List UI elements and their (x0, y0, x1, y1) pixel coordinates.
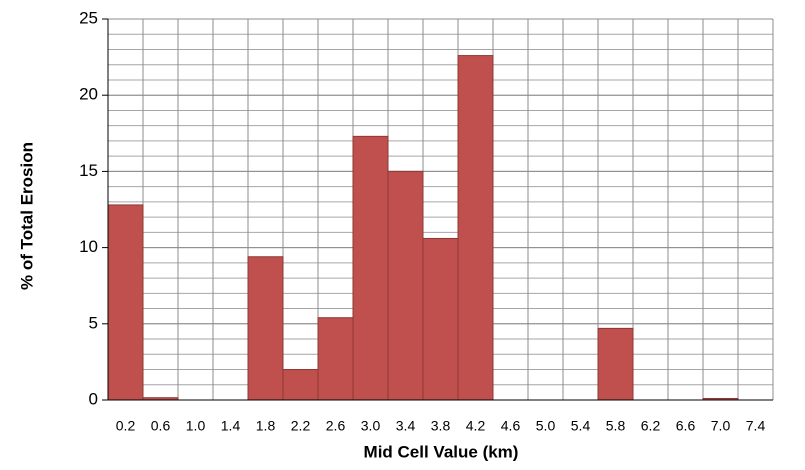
y-tick-label: 25 (79, 8, 98, 27)
x-tick-label: 3.8 (431, 418, 451, 434)
x-tick-label: 6.2 (641, 418, 661, 434)
bar (107, 204, 144, 401)
x-tick-label: 1.0 (186, 418, 206, 434)
x-tick-label: 5.4 (571, 418, 591, 434)
x-tick-label: 2.2 (291, 418, 311, 434)
bar (457, 55, 494, 401)
x-tick-label: 0.2 (116, 418, 136, 434)
y-tick-label: 10 (79, 237, 98, 256)
x-tick-label: 1.8 (256, 418, 276, 434)
x-tick-label: 4.2 (466, 418, 486, 434)
x-tick-label: 3.0 (361, 418, 381, 434)
y-tick-label: 15 (79, 161, 98, 180)
x-tick-label: 0.6 (151, 418, 171, 434)
x-tick-label: 7.4 (746, 418, 766, 434)
x-tick-label: 6.6 (676, 418, 696, 434)
bar (247, 256, 284, 401)
y-tick-label: 0 (89, 389, 98, 408)
x-tick-label: 5.8 (606, 418, 626, 434)
y-tick-label: 5 (89, 313, 98, 332)
y-tick-label: 20 (79, 85, 98, 104)
x-tick-label: 5.0 (536, 418, 556, 434)
bar (387, 170, 424, 401)
x-tick-label: 4.6 (501, 418, 521, 434)
x-tick-label: 7.0 (711, 418, 731, 434)
bar (352, 135, 389, 401)
y-axis-title: % of Total Erosion (17, 142, 36, 290)
bar (422, 237, 459, 401)
x-axis-title: Mid Cell Value (km) (364, 442, 519, 461)
bar (597, 327, 634, 401)
x-tick-label: 3.4 (396, 418, 416, 434)
x-tick-label: 1.4 (221, 418, 241, 434)
x-tick-label: 2.6 (326, 418, 346, 434)
bar (282, 369, 319, 401)
bar (317, 317, 354, 401)
